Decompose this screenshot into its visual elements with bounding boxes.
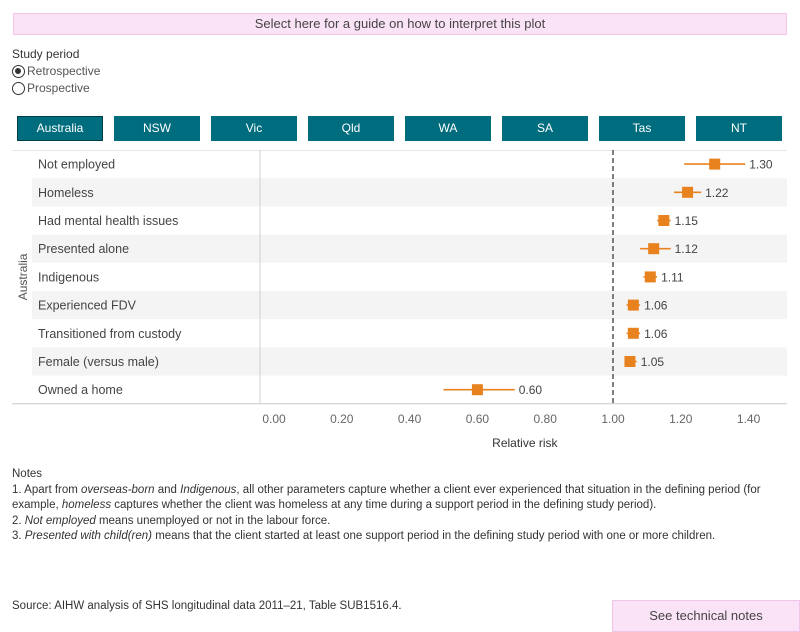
note-1: 1. Apart from overseas-born and Indigeno… — [12, 483, 761, 512]
row-band — [32, 291, 787, 320]
x-tick-label: 1.40 — [737, 412, 761, 426]
radio-button-retrospective[interactable] — [12, 64, 25, 78]
category-label: Transitioned from custody — [38, 327, 182, 341]
category-label: Indigenous — [38, 270, 99, 284]
source-text: Source: AIHW analysis of SHS longitudina… — [12, 600, 402, 612]
data-label: 1.05 — [641, 355, 665, 369]
notes-title: Notes — [12, 468, 43, 480]
row-band — [32, 178, 787, 207]
x-tick-label: 1.20 — [669, 412, 693, 426]
note-3: 3. Presented with child(ren) means that … — [12, 530, 716, 543]
data-label: 0.60 — [519, 383, 543, 397]
radio-label-retrospective: Retrospective — [27, 64, 101, 78]
data-label: 1.06 — [644, 327, 668, 341]
note-2: 2. Not employed means unemployed or not … — [12, 514, 331, 527]
data-label: 1.22 — [705, 186, 729, 200]
radio-prospective[interactable]: Prospective — [12, 81, 90, 95]
x-tick-label: 0.20 — [330, 412, 354, 426]
tab-australia[interactable]: Australia — [17, 116, 103, 141]
data-label: 1.12 — [675, 242, 699, 256]
point-marker — [644, 271, 656, 283]
notes-section: Notes 1. Apart from overseas-born and In… — [12, 467, 787, 545]
data-label: 1.06 — [644, 299, 668, 313]
point-marker — [648, 243, 660, 255]
category-label: Homeless — [38, 186, 94, 200]
data-label: 1.15 — [675, 214, 699, 228]
guide-button[interactable]: Select here for a guide on how to interp… — [13, 13, 787, 35]
category-label: Not employed — [38, 158, 115, 172]
point-marker — [709, 158, 721, 170]
tab-sa[interactable]: SA — [502, 116, 588, 141]
category-label: Had mental health issues — [38, 214, 178, 228]
point-marker — [624, 356, 636, 367]
category-label: Female (versus male) — [38, 355, 159, 369]
data-label: 1.30 — [749, 158, 773, 172]
jurisdiction-tabs: Australia NSW Vic Qld WA SA Tas NT — [17, 116, 785, 141]
study-period-title: Study period — [12, 47, 80, 61]
x-tick-label: 1.00 — [601, 412, 625, 426]
x-tick-label: 0.40 — [398, 412, 422, 426]
y-axis-label: Australia — [16, 253, 30, 300]
point-marker — [658, 215, 670, 226]
point-marker — [471, 384, 483, 396]
tab-tas[interactable]: Tas — [599, 116, 685, 141]
data-label: 1.11 — [661, 270, 684, 284]
x-axis-label: Relative risk — [492, 436, 558, 450]
forest-plot: Australia Not employed 1.30 Homeless 1.22 Had… — [12, 150, 787, 450]
tab-wa[interactable]: WA — [405, 116, 491, 141]
x-tick-label: 0.60 — [466, 412, 490, 426]
radio-label-prospective: Prospective — [27, 81, 90, 95]
point-marker — [627, 299, 639, 311]
point-marker — [627, 327, 639, 339]
row-band — [32, 347, 787, 376]
technical-notes-button[interactable]: See technical notes — [612, 600, 800, 632]
tab-vic[interactable]: Vic — [211, 116, 297, 141]
x-tick-label: 0.80 — [534, 412, 558, 426]
category-label: Experienced FDV — [38, 299, 137, 313]
tab-qld[interactable]: Qld — [308, 116, 394, 141]
tab-nsw[interactable]: NSW — [114, 116, 200, 141]
category-label: Presented alone — [38, 242, 129, 256]
x-tick-label: 0.00 — [262, 412, 286, 426]
point-marker — [682, 186, 694, 198]
category-label: Owned a home — [38, 383, 123, 397]
tab-nt[interactable]: NT — [696, 116, 782, 141]
radio-retrospective[interactable]: Retrospective — [12, 64, 100, 78]
radio-button-prospective[interactable] — [12, 81, 25, 95]
